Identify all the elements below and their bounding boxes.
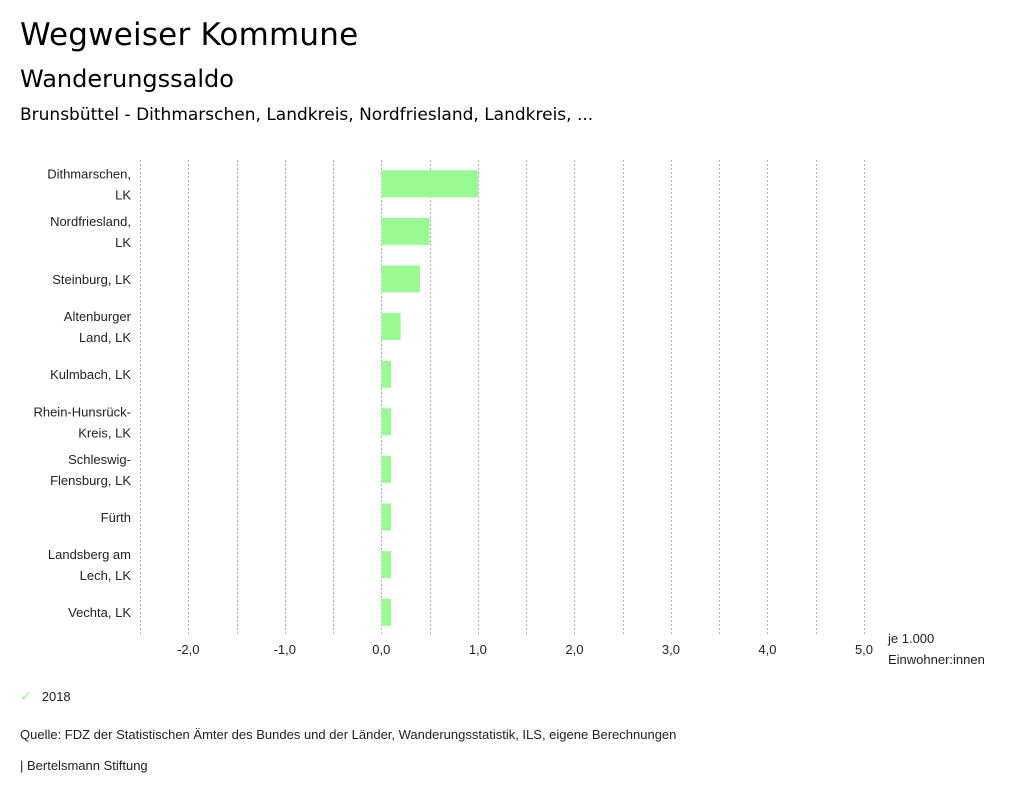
bar — [381, 170, 478, 198]
x-tick-label: 4,0 — [758, 642, 776, 657]
category-label: Dithmarschen, LK — [47, 166, 131, 202]
legend[interactable]: ✓ 2018 — [20, 688, 71, 705]
category-label: Vechta, LK — [68, 605, 131, 620]
x-tick-label: 0,0 — [372, 642, 390, 657]
x-tick-label: 2,0 — [565, 642, 583, 657]
bar — [381, 503, 391, 531]
category-label: Schleswig-Flensburg, LK — [50, 452, 131, 488]
category-label: Nordfriesland, LK — [50, 214, 131, 250]
bar — [381, 217, 430, 245]
bar — [381, 265, 420, 293]
category-label: Fürth — [101, 510, 131, 525]
check-icon[interactable]: ✓ — [20, 688, 32, 704]
x-tick-label: 3,0 — [662, 642, 680, 657]
page-title: Wegweiser Kommune — [20, 17, 359, 53]
bar — [381, 455, 391, 483]
bar — [381, 598, 391, 626]
x-tick-label: -2,0 — [177, 642, 199, 657]
x-axis-unit-label: je 1.000 Einwohner:innen — [887, 631, 985, 667]
bar — [381, 551, 391, 579]
bar — [381, 408, 391, 436]
category-label: Altenburger Land, LK — [64, 309, 132, 345]
region-selection: Brunsbüttel - Dithmarschen, Landkreis, N… — [20, 105, 594, 125]
category-label: Kulmbach, LK — [50, 367, 131, 382]
bar — [381, 313, 401, 341]
bar — [381, 360, 391, 388]
x-tick-label: 5,0 — [855, 642, 873, 657]
bar-chart: Dithmarschen, LK Nordfriesland, LK Steinburg… — [33, 160, 985, 667]
credit-note: | Bertelsmann Stiftung — [20, 758, 148, 773]
x-tick-label: -1,0 — [274, 642, 296, 657]
chart-subtitle: Wanderungssaldo — [20, 65, 234, 93]
category-label: Rhein-Hunsrück-Kreis, LK — [33, 404, 131, 440]
category-label: Landsberg am Lech, LK — [48, 547, 131, 583]
legend-label: 2018 — [41, 689, 71, 704]
source-note: Quelle: FDZ der Statistischen Ämter des … — [20, 727, 677, 742]
category-label: Steinburg, LK — [52, 272, 131, 287]
x-tick-label: 1,0 — [469, 642, 487, 657]
